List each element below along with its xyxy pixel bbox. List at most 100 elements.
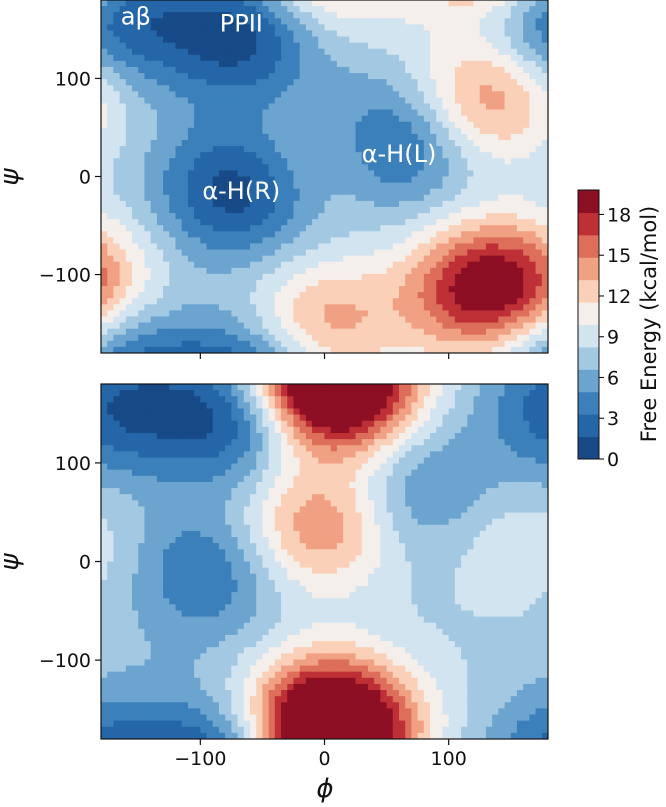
contour-cell <box>212 255 220 263</box>
contour-cell <box>156 690 164 697</box>
contour-cell <box>336 139 344 147</box>
contour-cell <box>175 585 183 593</box>
contour-cell <box>405 139 413 147</box>
contour-cell <box>119 469 127 477</box>
contour-cell <box>318 73 326 80</box>
contour-cell <box>473 279 481 287</box>
contour-cell <box>492 298 499 305</box>
contour-cell <box>367 0 375 7</box>
contour-cell <box>250 12 257 19</box>
contour-cell <box>144 261 152 269</box>
contour-cell <box>187 249 195 257</box>
contour-cell <box>156 30 164 38</box>
contour-cell <box>442 316 450 324</box>
contour-cell <box>380 182 388 190</box>
contour-cell <box>163 213 170 220</box>
contour-cell <box>144 402 152 410</box>
contour-cell <box>473 54 481 62</box>
contour-cell <box>498 103 506 111</box>
contour-cell <box>305 304 313 311</box>
contour-cell <box>355 158 363 165</box>
contour-cell <box>312 127 319 135</box>
contour-cell <box>156 702 164 709</box>
contour-cell <box>473 316 481 324</box>
contour-cell <box>436 273 444 281</box>
contour-cell <box>181 402 189 410</box>
contour-cell <box>144 18 152 25</box>
contour-cell <box>144 530 152 538</box>
contour-cell <box>256 30 264 38</box>
contour-cell <box>287 194 295 202</box>
contour-cell <box>250 310 257 318</box>
contour-cell <box>169 561 177 569</box>
contour-cell <box>113 225 121 232</box>
contour-cell <box>132 708 139 716</box>
contour-cell <box>498 194 506 202</box>
contour-cell <box>181 506 189 514</box>
contour-cell <box>101 133 108 141</box>
contour-cell <box>107 30 115 38</box>
contour-cell <box>156 115 164 123</box>
contour-cell <box>113 524 121 532</box>
contour-cell <box>287 200 295 208</box>
contour-cell <box>367 273 375 281</box>
contour-cell <box>200 267 208 275</box>
contour-cell <box>101 292 108 299</box>
contour-cell <box>330 139 338 147</box>
contour-cell <box>181 641 189 648</box>
contour-cell <box>206 6 214 13</box>
contour-cell <box>231 255 239 263</box>
contour-cell <box>274 115 282 123</box>
contour-cell <box>101 408 108 416</box>
contour-cell <box>101 683 108 691</box>
contour-cell <box>336 255 344 263</box>
contour-cell <box>293 182 301 190</box>
contour-cell <box>318 139 326 147</box>
contour-cell <box>138 402 146 410</box>
contour-cell <box>132 267 139 275</box>
contour-cell <box>467 91 475 98</box>
contour-cell <box>399 206 406 214</box>
contour-cell <box>262 304 270 311</box>
contour-cell <box>225 12 232 19</box>
contour-cell <box>423 170 431 178</box>
contour-cell <box>405 164 413 172</box>
contour-cell <box>535 273 543 281</box>
contour-cell <box>361 12 369 19</box>
contour-cell <box>107 219 115 226</box>
contour-cell <box>250 243 257 251</box>
contour-cell <box>523 133 530 141</box>
contour-cell <box>101 384 108 391</box>
contour-cell <box>467 73 475 80</box>
contour-cell <box>212 194 220 202</box>
contour-cell <box>169 36 177 44</box>
contour-cell <box>144 188 152 196</box>
contour-cell <box>529 0 537 7</box>
contour-cell <box>405 152 413 159</box>
contour-cell <box>417 97 425 105</box>
contour-cell <box>423 85 431 92</box>
contour-cell <box>529 12 537 19</box>
contour-cell <box>430 146 437 153</box>
contour-cell <box>156 518 164 526</box>
contour-cell <box>516 267 524 275</box>
contour-cell <box>293 237 301 245</box>
contour-cell <box>516 42 524 50</box>
contour-cell <box>479 237 487 245</box>
contour-cell <box>119 109 127 117</box>
contour-cell <box>200 213 208 220</box>
contour-cell <box>212 346 220 353</box>
contour-cell <box>349 261 357 269</box>
contour-cell <box>156 543 164 550</box>
contour-cell <box>386 66 394 74</box>
contour-cell <box>262 170 270 178</box>
contour-cell <box>125 384 133 391</box>
contour-cell <box>150 0 158 7</box>
contour-cell <box>194 322 201 330</box>
contour-cell <box>262 66 270 74</box>
contour-cell <box>113 127 121 135</box>
contour-cell <box>336 286 344 293</box>
contour-cell <box>187 206 195 214</box>
contour-cell <box>399 24 406 32</box>
contour-cell <box>250 139 257 147</box>
